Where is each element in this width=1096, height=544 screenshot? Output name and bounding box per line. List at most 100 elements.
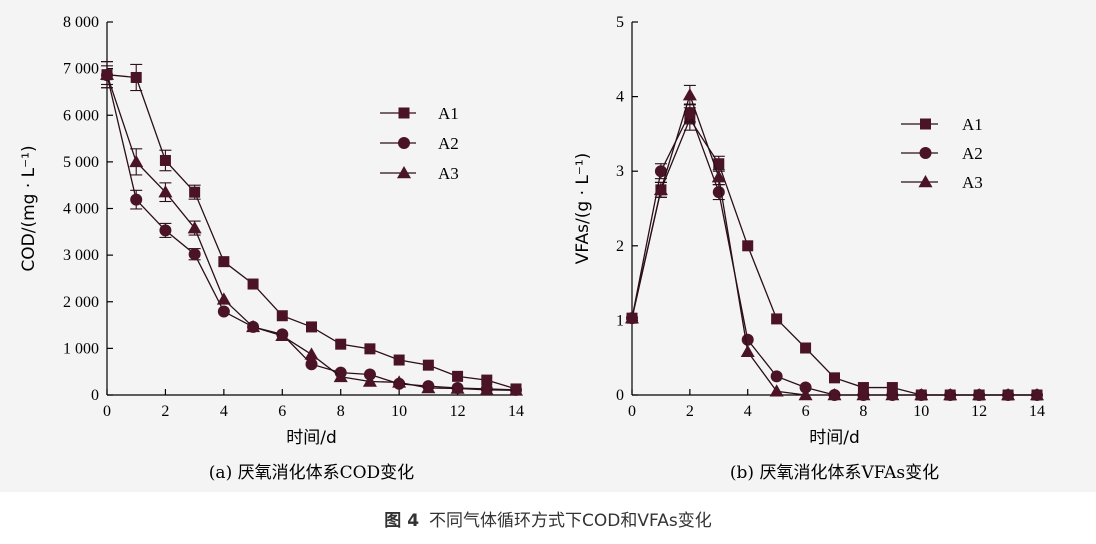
legend-marker <box>920 118 931 130</box>
x-tick-label: 8 <box>337 403 345 420</box>
y-tick-label: 0 <box>91 387 99 404</box>
y-tick-label: 4 <box>616 89 624 106</box>
chart-cod: 0 1 000 2 000 3 000 4 000 5 000 6 000 7 000 8 00… <box>19 14 524 483</box>
y-tick-label: 8 000 <box>63 14 99 31</box>
data-point <box>800 342 812 354</box>
data-point <box>188 248 201 261</box>
data-point <box>653 182 668 196</box>
data-point <box>246 319 261 333</box>
x-tick-label: 4 <box>744 403 752 420</box>
legend-entry-a3: A3 <box>380 164 459 183</box>
data-point <box>857 382 869 394</box>
figure-caption: 图 4 不同气体循环方式下COD和VFAs变化 <box>0 492 1096 544</box>
data-point <box>740 344 755 357</box>
legend-label: A3 <box>962 173 983 192</box>
legend-label: A3 <box>438 164 459 183</box>
data-point <box>741 333 754 346</box>
legend-marker <box>919 147 932 159</box>
legend-marker <box>398 107 410 119</box>
figure-number: 图 4 <box>384 510 420 531</box>
data-point <box>130 71 142 83</box>
x-axis-label: 时间/d <box>809 428 860 448</box>
data-point <box>713 158 725 170</box>
y-tick-label: 1 000 <box>63 340 99 357</box>
y-tick-label: 3 <box>616 163 624 180</box>
data-point <box>886 382 898 394</box>
series-a2 <box>101 65 522 396</box>
data-point <box>771 313 783 325</box>
data-point <box>305 358 318 371</box>
figure-caption-text: 不同气体循环方式下COD和VFAs变化 <box>429 510 712 531</box>
data-point <box>682 88 697 101</box>
data-point <box>304 347 319 360</box>
data-point <box>364 343 376 355</box>
data-point <box>972 388 987 401</box>
data-point <box>189 186 201 198</box>
data-point <box>362 374 377 387</box>
data-point <box>216 292 231 305</box>
x-tick-label: 0 <box>628 403 636 420</box>
data-point <box>914 388 929 401</box>
data-point <box>625 311 639 324</box>
legend-label: A1 <box>962 115 983 134</box>
data-point <box>1030 388 1044 401</box>
legend-marker <box>398 137 410 149</box>
data-point <box>218 256 230 268</box>
data-point <box>829 372 840 384</box>
data-point <box>827 388 842 401</box>
data-point <box>856 388 871 401</box>
x-tick-label: 10 <box>391 403 407 420</box>
legend-marker <box>397 166 411 179</box>
data-point <box>247 278 259 290</box>
y-tick-label: 7 000 <box>63 61 99 78</box>
data-point <box>187 221 202 234</box>
data-point <box>885 388 900 401</box>
data-point <box>100 67 114 80</box>
x-tick-label: 6 <box>802 403 810 420</box>
legend-entry-a2: A2 <box>380 134 459 153</box>
series-a3 <box>625 84 1044 401</box>
data-point <box>129 154 144 168</box>
x-tick-label: 6 <box>278 403 286 420</box>
data-point <box>392 375 407 388</box>
x-tick-label: 0 <box>103 403 111 420</box>
legend-label: A2 <box>438 134 459 153</box>
y-axis-label: VFAs/(g · L⁻¹) <box>573 153 593 265</box>
data-point <box>943 388 958 401</box>
data-point <box>711 170 726 183</box>
data-point <box>798 388 813 401</box>
data-point <box>1001 388 1016 401</box>
data-point <box>158 185 173 198</box>
chart-subcaption: (a) 厌氧消化体系COD变化 <box>209 463 414 483</box>
x-tick-label: 2 <box>686 403 694 420</box>
legend-entry-a1: A1 <box>901 115 983 134</box>
data-point <box>450 381 465 394</box>
data-point <box>275 328 290 342</box>
chart-subcaption: (b) 厌氧消化体系VFAs变化 <box>730 463 939 483</box>
legend-entry-a2: A2 <box>901 144 983 163</box>
data-point <box>769 384 784 397</box>
data-point <box>159 154 171 166</box>
data-point <box>421 381 436 394</box>
data-point <box>712 186 725 199</box>
x-axis-label: 时间/d <box>286 428 337 448</box>
data-point <box>654 165 667 178</box>
data-point <box>130 193 143 206</box>
legend-label: A1 <box>438 104 459 123</box>
y-axis-label: COD/(mg · L⁻¹) <box>19 145 39 271</box>
data-point <box>422 359 434 371</box>
data-point <box>452 370 464 382</box>
y-tick-label: 6 000 <box>63 107 99 124</box>
legend-entry-a1: A1 <box>380 104 459 123</box>
data-point <box>509 383 523 396</box>
data-point <box>683 107 696 120</box>
legend-marker <box>918 175 933 188</box>
data-point <box>276 310 288 322</box>
x-tick-label: 14 <box>508 403 524 420</box>
legend-label: A2 <box>962 144 983 163</box>
x-tick-label: 8 <box>859 403 867 420</box>
data-point <box>159 224 172 237</box>
data-point <box>335 338 347 350</box>
